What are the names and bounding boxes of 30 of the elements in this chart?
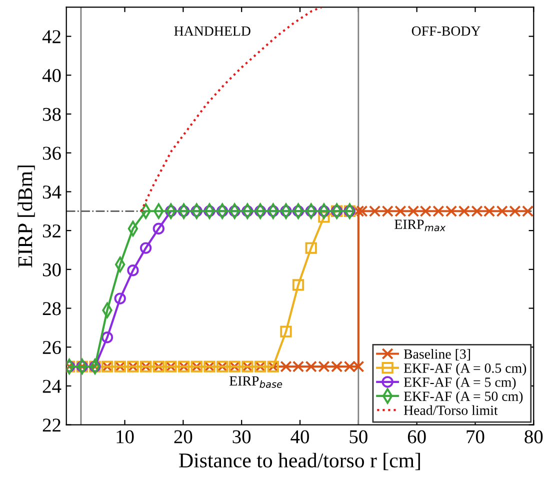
y-tick-label: 28 — [42, 302, 61, 316]
x-tick-label: 80 — [524, 430, 543, 444]
x-tick-label: 10 — [116, 430, 134, 444]
y-tick-label: 38 — [42, 108, 61, 121]
y-tick-label: 22 — [42, 418, 60, 432]
x-axis-title: Distance to head/torso r [cm] — [179, 452, 420, 470]
x-tick-label: 40 — [290, 430, 309, 444]
x-tick-label: 60 — [408, 430, 426, 444]
annotation: OFF-BODY — [412, 26, 480, 36]
legend-label: Baseline [3] — [404, 348, 470, 360]
annotation: EIRP$_{base}$ — [230, 376, 282, 388]
y-tick-label: 42 — [42, 30, 60, 44]
legend-label: EKF-AF (A = 5 cm) — [404, 377, 516, 390]
x-tick-label: 30 — [232, 430, 251, 444]
y-tick-label: 30 — [42, 263, 61, 276]
legend-label: EKF-AF (A = 0.5 cm) — [404, 363, 526, 376]
x-tick-label: 50 — [350, 430, 368, 444]
y-tick-label: 40 — [42, 68, 61, 82]
y-tick-label: 26 — [42, 340, 61, 354]
y-tick-label: 36 — [42, 146, 61, 160]
x-tick-label: 20 — [174, 430, 192, 444]
y-axis-title: EIRP [dBm] — [18, 166, 35, 268]
y-tick-label: 34 — [42, 186, 62, 199]
y-tick-label: 32 — [42, 224, 60, 238]
annotation: HANDHELD — [174, 26, 250, 36]
x-tick-label: 70 — [466, 430, 484, 444]
legend-label: EKF-AF (A = 50 cm) — [404, 391, 523, 404]
y-tick-label: 24 — [42, 380, 62, 393]
legend-label: Head/Torso limit — [404, 405, 498, 416]
annotation: EIRP$_{max}$ — [394, 220, 446, 232]
